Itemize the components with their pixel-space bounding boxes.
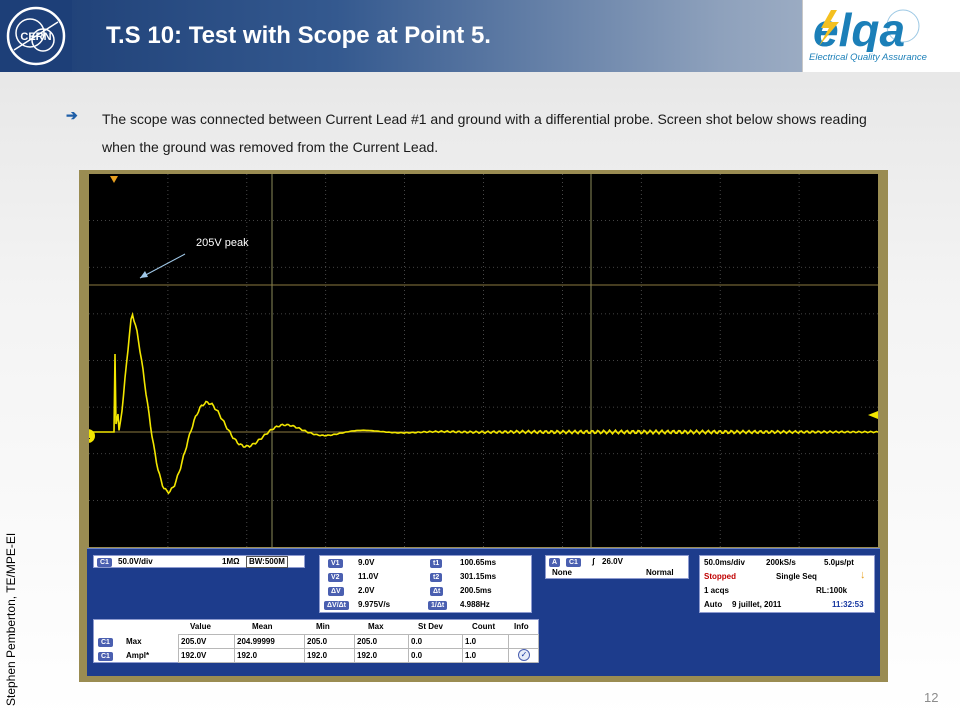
- trigger-coupling: None: [552, 568, 572, 577]
- measurement-header-value: Value: [190, 622, 211, 631]
- annotation-arrowhead-icon: [140, 271, 148, 278]
- measurement-row-1-stdev: 0.0: [411, 637, 423, 646]
- bullet-text: The scope was connected between Current …: [102, 111, 867, 155]
- cursor-dt-tag: Δt: [430, 587, 444, 596]
- trigger-source-tag: C1: [566, 558, 581, 567]
- scope-graticule: 1: [89, 174, 878, 547]
- acquisition-date: 9 juillet, 2011: [732, 600, 782, 609]
- cursor-t2-tag: t2: [430, 573, 443, 582]
- acquisition-mode: Single Seq: [776, 572, 817, 581]
- trigger-indicator-icon: ↓: [860, 569, 866, 581]
- measurement-row-1-mean: 204.99999: [237, 637, 275, 646]
- cursor-dv-value: 2.0V: [358, 586, 375, 595]
- cursor-v1-value: 9.0V: [358, 558, 375, 567]
- time-resolution: 5.0µs/pt: [824, 558, 854, 567]
- measurement-row-1-tag: C1: [98, 638, 113, 647]
- cursor-v1-tag: V1: [328, 559, 343, 568]
- slide-title: T.S 10: Test with Scope at Point 5.: [106, 22, 491, 49]
- sample-rate: 200kS/s: [766, 558, 796, 567]
- trigger-sweep: Normal: [646, 568, 674, 577]
- trigger-settings-box: A C1 ʃ 26.0V None Normal: [545, 555, 689, 579]
- slide-header: CERN T.S 10: Test with Scope at Point 5.…: [0, 0, 960, 72]
- acquisition-time: 11:32:53: [832, 600, 864, 609]
- author-credit: Stephen Pemberton, TE/MPE-EI: [4, 532, 18, 706]
- scope-readout-panel: C1 50.0V/div 1MΩ BW:500M V1 9.0V V2 11.0…: [87, 548, 880, 676]
- measurement-header-info: Info: [514, 622, 529, 631]
- cursor-t2-value: 301.15ms: [460, 572, 497, 581]
- measurement-row-1-max: 205.0: [357, 637, 378, 646]
- measurement-row-2-name: Ampl*: [126, 651, 150, 660]
- cern-logo-text: CERN: [20, 31, 51, 43]
- cern-logo: CERN: [0, 0, 72, 72]
- scope-waveform-display: 1 205V peak: [89, 174, 878, 547]
- channel-tag: C1: [97, 558, 112, 567]
- cursor-t1-tag: t1: [430, 559, 443, 568]
- timebase: 50.0ms/div: [704, 558, 745, 567]
- page-number: 12: [924, 690, 939, 705]
- measurement-row-1-name: Max: [126, 637, 142, 646]
- cursor-readout-box: V1 9.0V V2 11.0V ΔV 2.0V ΔV/Δt 9.975V/s …: [319, 555, 532, 613]
- trigger-slope-icon: ʃ: [592, 557, 595, 566]
- measurement-row-2-value: 192.0V: [181, 651, 207, 660]
- measurement-header-max: Max: [368, 622, 384, 631]
- cursor-dt-value: 200.5ms: [460, 586, 492, 595]
- trigger-position-marker-icon: [110, 176, 118, 183]
- elqa-logo-icon: elqa: [813, 4, 920, 52]
- cursor-dvdt-value: 9.975V/s: [358, 600, 391, 609]
- lightning-bolt-icon: [819, 10, 839, 46]
- cursor-v2-tag: V2: [328, 573, 343, 582]
- measurement-row-2-min: 192.0: [307, 651, 328, 660]
- channel1-ground-marker-icon: [89, 429, 95, 443]
- cursor-v2-value: 11.0V: [358, 572, 379, 581]
- measurement-info-icon[interactable]: ✓: [518, 649, 530, 661]
- cern-logo-icon: CERN: [6, 6, 66, 66]
- cursor-dvdt-tag: ΔV/Δt: [324, 601, 350, 610]
- measurement-header-count: Count: [472, 622, 496, 631]
- cursor-inverse-dt-tag: 1/Δt: [428, 601, 448, 610]
- annotation-arrow-line: [139, 253, 186, 279]
- trigger-mode-tag: A: [549, 558, 561, 567]
- measurement-header-stdev: St Dev: [418, 622, 443, 631]
- measurement-header-mean: Mean: [252, 622, 273, 631]
- cursor-dv-tag: ΔV: [328, 587, 344, 596]
- cursor-t1-value: 100.65ms: [460, 558, 497, 567]
- measurement-row-2-mean: 192.0: [237, 651, 258, 660]
- channel-settings-box: C1 50.0V/div 1MΩ BW:500M: [93, 555, 305, 568]
- cursor-inverse-dt-value: 4.988Hz: [460, 600, 490, 609]
- measurement-row-1-min: 205.0: [307, 637, 328, 646]
- measurement-header-min: Min: [316, 622, 330, 631]
- elqa-tagline: Electrical Quality Assurance: [809, 52, 927, 63]
- measurement-table: Value Mean Min Max St Dev Count Info C1 …: [93, 619, 539, 663]
- waveform-trace: [89, 311, 878, 495]
- auto-label: Auto: [704, 600, 723, 609]
- elqa-logo: elqa Electrical Quality Assurance: [802, 0, 960, 72]
- trigger-level: 26.0V: [602, 557, 623, 566]
- acquisition-count: 1 acqs: [704, 586, 729, 595]
- record-length: RL:100k: [816, 586, 848, 595]
- vertical-scale: 50.0V/div: [118, 557, 153, 566]
- scope-screenshot: 1 205V peak C1 50.0V/div 1MΩ BW:500M V1 …: [79, 170, 888, 682]
- measurement-row-1-value: 205.0V: [181, 637, 207, 646]
- peak-annotation: 205V peak: [196, 237, 249, 249]
- acquisition-status: Stopped: [704, 572, 736, 581]
- measurement-row-2-stdev: 0.0: [411, 651, 423, 660]
- bandwidth-limit: BW:500M: [246, 556, 288, 568]
- channel1-marker-label: 1: [89, 432, 91, 441]
- acquisition-settings-box: 50.0ms/div 200kS/s 5.0µs/pt Stopped Sing…: [699, 555, 875, 613]
- measurement-row-2-count: 1.0: [465, 651, 477, 660]
- measurement-row-2-tag: C1: [98, 652, 113, 661]
- measurement-row-2-max: 192.0: [357, 651, 378, 660]
- bullet-arrow-icon: ➔: [66, 107, 78, 123]
- input-impedance: 1MΩ: [222, 557, 240, 566]
- measurement-row-1-count: 1.0: [465, 637, 477, 646]
- trigger-level-marker-icon: [868, 411, 878, 419]
